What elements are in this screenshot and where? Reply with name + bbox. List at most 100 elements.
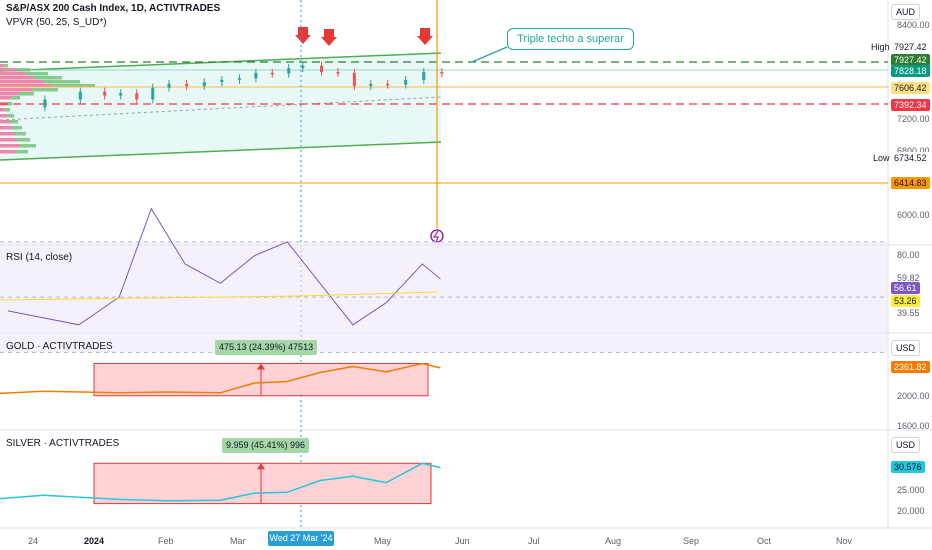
candle [352,72,356,87]
price-tag: 7392.34 [891,99,930,111]
volume-profile-bar [0,76,35,80]
silver-axis-tick: 20.000 [897,506,925,516]
high-label: High [871,42,890,52]
volume-profile-bar [4,64,8,68]
rsi-axis-tick: 80.00 [897,250,920,260]
callout-pointer [471,46,508,63]
x-axis-label: Oct [757,536,772,546]
volume-profile-bar [0,138,17,142]
x-axis-label: May [374,536,392,546]
silver-measure-label: 9.959 (45.41%) 996 [222,438,310,453]
gold-currency-badge[interactable]: USD [891,340,921,356]
candle [185,83,189,87]
candle [287,68,291,74]
volume-profile-bar [0,144,20,148]
candle [440,72,444,74]
x-axis-label: Jun [455,536,470,546]
volume-profile-bar [0,72,27,76]
channel-fill [0,53,441,160]
main-title: S&P/ASX 200 Cash Index, 1D, ACTIVTRADES [6,3,221,14]
down-arrow-marker [321,29,337,46]
low-label: Low [873,153,890,163]
channel-mid-line [0,96,442,121]
silver-title[interactable]: SILVER · ACTIVTRADES [6,438,120,449]
rsi-ma-line [0,291,438,301]
candle [386,83,390,86]
main-axis-tick: 7200.00 [897,114,930,124]
candle [336,72,340,74]
candle [103,91,107,96]
candle [238,78,241,80]
rsi-last-tag: 56.61 [891,282,920,294]
volume-profile-bar [26,72,48,76]
x-axis-label: 24 [28,536,39,546]
volume-profile-bar [0,96,11,100]
volume-profile-bar [0,108,6,112]
volume-profile-bar [0,126,13,130]
candle [119,93,123,96]
candle [404,79,408,85]
volume-profile-bar [0,92,19,96]
event-bolt-icon [432,230,439,243]
volume-profile-bar [0,64,5,68]
candle [270,72,274,75]
silver-price-line [0,462,441,502]
candle [220,79,224,83]
rsi-axis-tick: 39.55 [897,308,920,318]
gold-title[interactable]: GOLD · ACTIVTRADES [6,341,113,352]
gold-price-line [0,362,441,395]
volume-profile-bar [0,120,10,124]
down-arrow-marker [295,27,311,44]
volume-profile-bar [0,88,32,92]
volume-profile-bar [9,120,18,124]
crosshair-date-label: Wed 27 Mar '24 [268,531,334,546]
gold-axis-tick: 2000.00 [897,391,930,401]
silver-axis-tick: 25.000 [897,485,925,495]
main-currency-badge[interactable]: AUD [891,4,921,20]
price-tag: 6734.52 [891,152,930,164]
volume-profile-bar [18,92,34,96]
candle [135,93,139,100]
down-arrow-marker [417,28,433,45]
candle [301,65,305,69]
x-axis-label: Aug [605,536,622,546]
volume-profile-bar [15,150,28,154]
volume-profile-bar [7,114,14,118]
candle [151,87,155,100]
rsi-title[interactable]: RSI (14, close) [6,252,73,263]
volume-profile-bar [5,108,10,112]
vpvr-indicator-label[interactable]: VPVR (50, 25, S_UD*) [6,17,107,28]
rsi-axis-tick: 59.82 [897,273,920,283]
candle [320,65,324,73]
x-axis-label: Jul [528,536,540,546]
volume-profile-bar [19,144,36,148]
rsi-ma-tag: 53.26 [891,295,920,307]
candle [422,72,426,80]
triple-top-callout[interactable]: Triple techo a superar [507,28,634,50]
candle [78,91,82,100]
volume-profile-bar [16,138,30,142]
volume-profile-bar [0,114,8,118]
silver-measure-arrowhead [257,463,265,470]
candle [43,99,47,108]
candle [202,82,206,87]
x-axis-label: Mar [230,536,246,546]
volume-profile-bar [0,84,53,88]
gold-axis-tick: 1600.00 [897,421,930,431]
gold-measure-arrowhead [257,363,265,370]
candle [167,83,171,88]
volume-profile-bar [0,80,44,84]
volume-profile-bar [0,150,16,154]
silver-currency-badge[interactable]: USD [891,437,921,453]
gold-measure-label: 475.13 (24.39%) 47513 [215,340,318,355]
price-tag: 7927.42 [891,54,930,66]
silver-measure-box [93,462,432,505]
price-tag: 7828.18 [891,65,930,77]
x-axis-label: Sep [683,536,700,546]
x-axis-label: Feb [158,536,174,546]
volume-profile-bar [52,84,95,88]
channel-lower-line [0,141,442,161]
price-tag: 7927.42 [891,41,930,53]
main-axis-tick: 8400.00 [897,20,930,30]
